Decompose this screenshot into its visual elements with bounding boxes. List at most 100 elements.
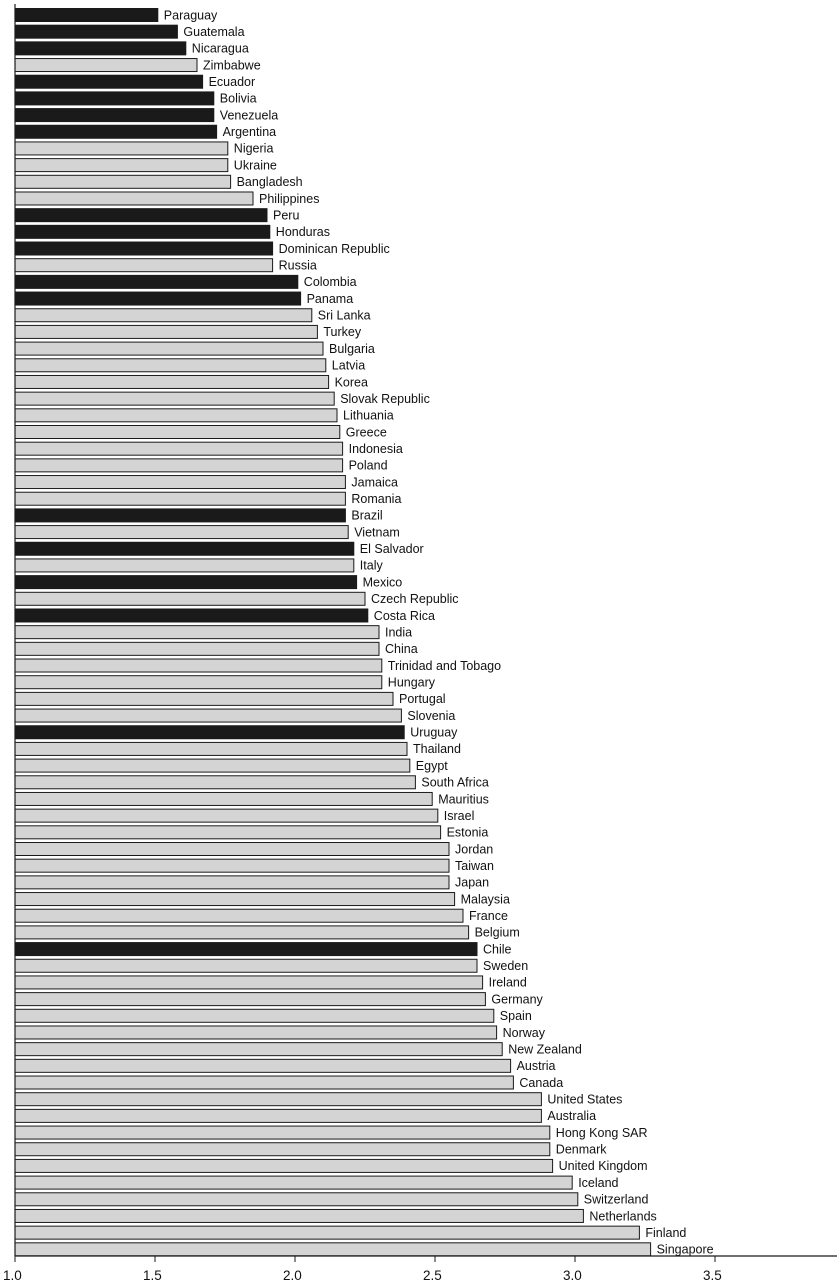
bar-greece [14, 425, 341, 439]
bar-germany [14, 992, 486, 1007]
bar-peru [14, 208, 268, 223]
bar-hungary [14, 675, 383, 690]
bar-label-peru: Peru [273, 208, 299, 222]
bar-dominican-republic [14, 241, 274, 256]
bar-label-costa-rica: Costa Rica [374, 609, 435, 623]
bar-argentina [14, 124, 218, 139]
bar-label-russia: Russia [279, 259, 317, 273]
bar-label-singapore: Singapore [657, 1243, 714, 1257]
bar-label-paraguay: Paraguay [164, 8, 218, 22]
bar-south-africa [14, 775, 416, 790]
bar-label-korea: Korea [335, 375, 368, 389]
bar-romania [14, 491, 346, 506]
bar-label-italy: Italy [360, 559, 384, 573]
x-tick-label: 3.5 [703, 1268, 722, 1283]
bar-korea [14, 374, 330, 389]
bar-philippines [14, 191, 254, 206]
bar-label-new-zealand: New Zealand [508, 1042, 582, 1056]
bar-label-el-salvador: El Salvador [360, 542, 424, 556]
bar-australia [14, 1108, 542, 1123]
bar-label-ukraine: Ukraine [234, 158, 277, 172]
bar-ireland [14, 975, 484, 990]
bar-trinidad-and-tobago [14, 658, 383, 673]
bar-switzerland [14, 1192, 579, 1207]
bar-label-australia: Australia [547, 1109, 596, 1123]
bar-label-iceland: Iceland [578, 1176, 618, 1190]
bar-jamaica [14, 475, 346, 490]
x-tick-label: 3.0 [563, 1268, 582, 1283]
bar-label-venezuela: Venezuela [220, 108, 278, 122]
bar-bolivia [14, 91, 215, 106]
bar-mauritius [14, 791, 433, 806]
bar-label-germany: Germany [491, 992, 543, 1006]
bar-label-panama: Panama [307, 292, 354, 306]
bar-label-greece: Greece [346, 425, 387, 439]
bar-nicaragua [14, 41, 187, 56]
bar-slovenia [14, 708, 402, 723]
bar-colombia [14, 274, 299, 289]
bar-label-netherlands: Netherlands [589, 1209, 656, 1223]
bar-united-states [14, 1092, 542, 1107]
bar-estonia [14, 825, 442, 840]
bar-label-nigeria: Nigeria [234, 142, 274, 156]
bar-label-indonesia: Indonesia [349, 442, 403, 456]
bar-label-zimbabwe: Zimbabwe [203, 58, 261, 72]
bar-label-bangladesh: Bangladesh [237, 175, 303, 189]
bar-new-zealand [14, 1042, 503, 1057]
bar-nigeria [14, 141, 229, 156]
bars-group [14, 8, 652, 1257]
bar-label-united-states: United States [547, 1093, 622, 1107]
bar-japan [14, 875, 450, 890]
bar-portugal [14, 691, 394, 706]
bar-label-argentina: Argentina [223, 125, 277, 139]
bar-label-ireland: Ireland [489, 976, 527, 990]
bar-label-denmark: Denmark [556, 1143, 607, 1157]
bar-sri-lanka [14, 308, 313, 323]
bar-uruguay [14, 725, 405, 740]
bar-label-france: France [469, 909, 508, 923]
bar-label-czech-republic: Czech Republic [371, 592, 459, 606]
bar-united-kingdom [14, 1158, 554, 1173]
bar-label-portugal: Portugal [399, 692, 446, 706]
bar-finland [14, 1225, 640, 1240]
bar-label-hong-kong-sar: Hong Kong SAR [556, 1126, 648, 1140]
bar-lithuania [14, 408, 338, 423]
bar-el-salvador [14, 541, 355, 556]
bar-costa-rica [14, 608, 369, 623]
bar-label-philippines: Philippines [259, 192, 319, 206]
bar-label-austria: Austria [517, 1059, 556, 1073]
x-tick-label: 1.5 [143, 1268, 162, 1283]
bar-norway [14, 1025, 498, 1040]
bar-label-trinidad-and-tobago: Trinidad and Tobago [388, 659, 501, 673]
bar-label-taiwan: Taiwan [455, 859, 494, 873]
bar-label-dominican-republic: Dominican Republic [279, 242, 390, 256]
bar-label-india: India [385, 625, 412, 639]
bar-denmark [14, 1142, 551, 1157]
bar-netherlands [14, 1208, 584, 1223]
bar-chile [14, 942, 478, 957]
bar-label-slovak-republic: Slovak Republic [340, 392, 430, 406]
bar-canada [14, 1075, 514, 1090]
bar-slovak-republic [14, 391, 335, 406]
bar-label-jordan: Jordan [455, 842, 493, 856]
bar-label-romania: Romania [351, 492, 401, 506]
bar-label-egypt: Egypt [416, 759, 448, 773]
bar-label-chile: Chile [483, 942, 512, 956]
x-tick-label: 1.0 [3, 1268, 22, 1283]
bar-label-colombia: Colombia [304, 275, 357, 289]
bar-label-israel: Israel [444, 809, 475, 823]
bar-label-brazil: Brazil [351, 509, 382, 523]
bar-brazil [14, 508, 346, 523]
bar-label-canada: Canada [519, 1076, 563, 1090]
bar-ukraine [14, 158, 229, 173]
bar-jordan [14, 842, 450, 856]
bar-label-ecuador: Ecuador [209, 75, 256, 89]
bar-czech-republic [14, 591, 366, 606]
bar-sweden [14, 958, 478, 973]
bar-russia [14, 258, 274, 273]
bar-label-thailand: Thailand [413, 742, 461, 756]
bar-label-norway: Norway [503, 1026, 546, 1040]
bar-label-spain: Spain [500, 1009, 532, 1023]
bar-label-bulgaria: Bulgaria [329, 342, 375, 356]
